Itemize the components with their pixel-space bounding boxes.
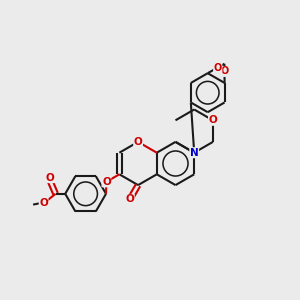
Text: N: N: [190, 148, 199, 158]
Text: O: O: [134, 137, 142, 147]
Text: O: O: [125, 194, 134, 204]
Text: O: O: [208, 115, 217, 125]
Text: O: O: [39, 198, 48, 208]
Text: O: O: [214, 63, 222, 73]
Text: O: O: [102, 177, 111, 187]
Text: O: O: [220, 67, 229, 76]
Text: O: O: [46, 172, 55, 183]
